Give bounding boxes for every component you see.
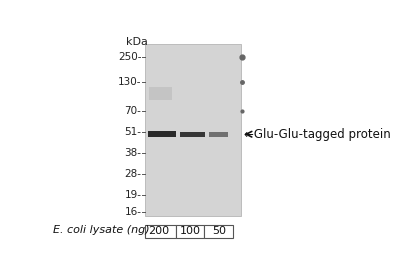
Text: 38-: 38- — [124, 148, 142, 158]
Text: 51-: 51- — [124, 127, 142, 137]
Text: kDa: kDa — [126, 37, 148, 47]
Bar — [148, 131, 176, 137]
Text: 50: 50 — [212, 225, 226, 236]
Bar — [176, 225, 204, 238]
Text: 28-: 28- — [124, 169, 142, 179]
Text: 70-: 70- — [124, 106, 142, 116]
Text: 130-: 130- — [118, 77, 142, 87]
Bar — [144, 44, 241, 216]
Bar — [180, 132, 205, 137]
Text: E. coli lysate (ng): E. coli lysate (ng) — [53, 224, 150, 234]
Text: 16-: 16- — [124, 207, 142, 217]
Bar — [146, 225, 176, 238]
Text: 200: 200 — [148, 225, 170, 236]
Bar — [209, 132, 228, 137]
Text: 19-: 19- — [124, 190, 142, 200]
Bar — [148, 86, 172, 100]
Text: 100: 100 — [180, 225, 201, 236]
Text: 250-: 250- — [118, 52, 142, 62]
Bar — [204, 225, 233, 238]
Text: ←Glu-Glu-tagged protein: ←Glu-Glu-tagged protein — [244, 128, 390, 141]
